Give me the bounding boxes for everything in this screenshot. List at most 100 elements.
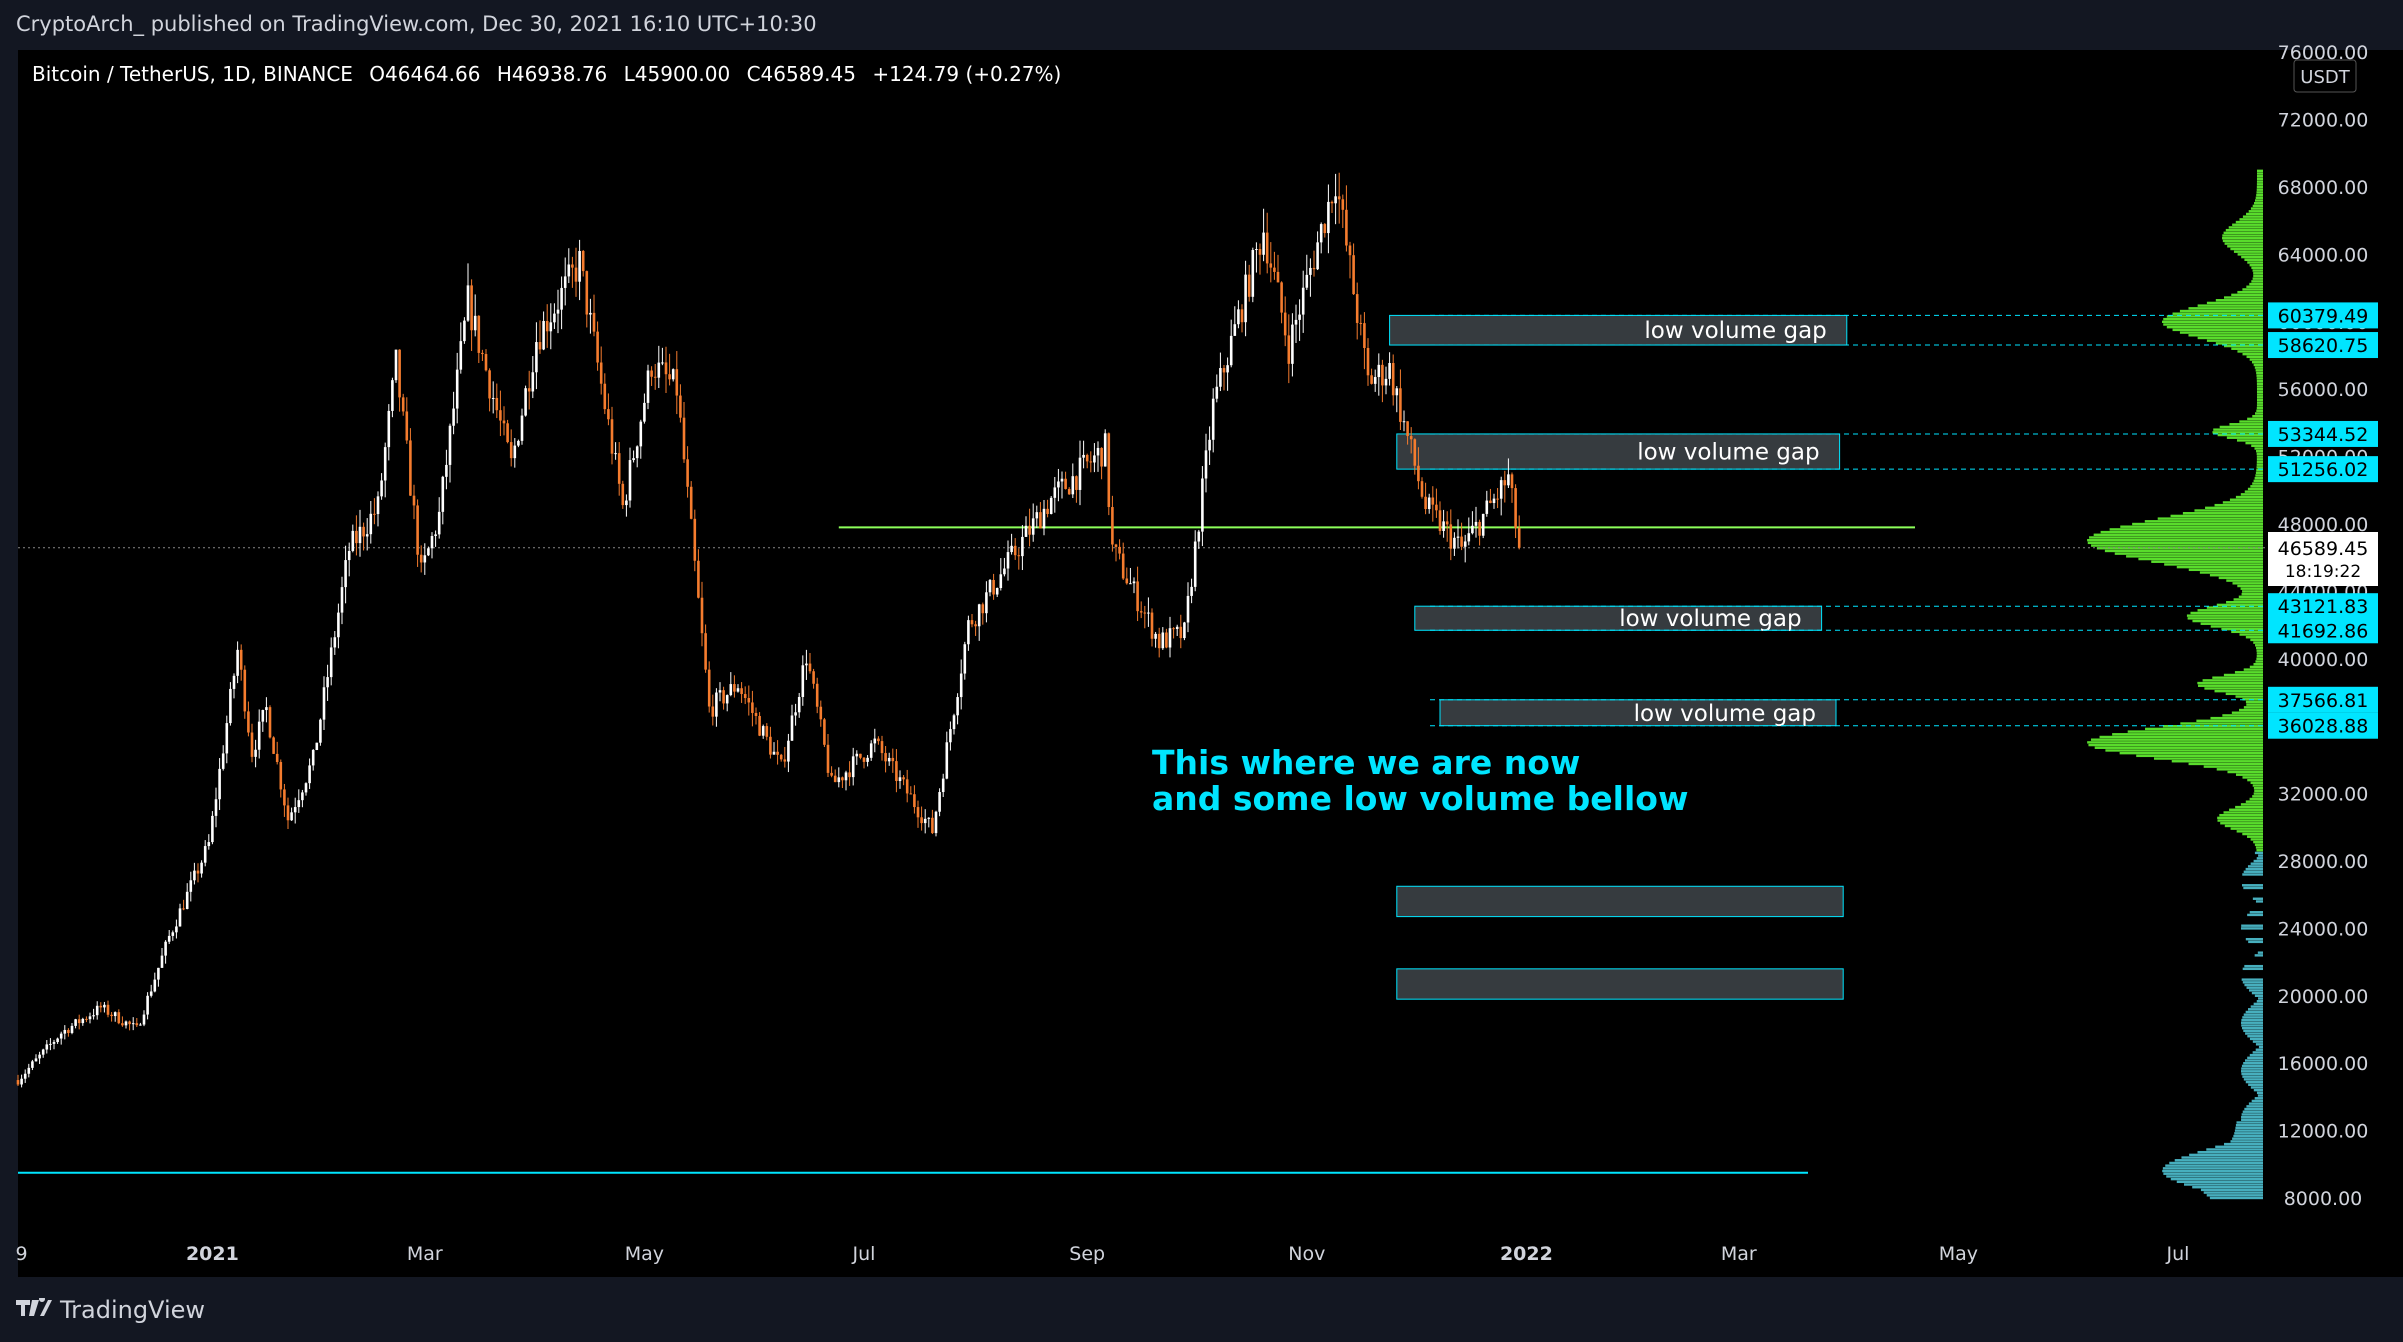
candle-body	[1420, 481, 1424, 497]
candle-body	[351, 530, 355, 551]
candle-body	[74, 1019, 77, 1026]
candle-body	[628, 460, 632, 501]
candle-body	[38, 1054, 41, 1059]
volume-profile-bar	[2256, 654, 2263, 658]
candle-body	[250, 732, 254, 757]
candle-body	[20, 1078, 23, 1085]
volume-profile-bar	[2224, 1142, 2263, 1146]
volume-profile-bar	[2256, 396, 2263, 399]
candle-body	[1229, 335, 1233, 366]
volume-profile-bar	[2255, 644, 2263, 647]
volume-profile-bar	[2138, 557, 2263, 561]
candle-body	[646, 370, 650, 403]
candle-body	[715, 692, 718, 717]
volume-profile-bar	[2163, 323, 2263, 326]
price-marker-badge	[2268, 456, 2378, 483]
candle-body	[117, 1012, 121, 1024]
low-volume-zone[interactable]	[1396, 433, 1841, 470]
volume-profile-bar	[2172, 312, 2263, 315]
candle-body	[1442, 521, 1445, 531]
chart-pane[interactable]	[18, 50, 2265, 1277]
candle-body	[1208, 439, 1211, 451]
footer-bar	[0, 1277, 2403, 1342]
price-axis[interactable]	[2265, 50, 2403, 1277]
volume-profile-bar	[2242, 981, 2263, 984]
volume-profile-bar	[2247, 913, 2263, 917]
candle-body	[560, 287, 563, 310]
x-tick-label: 9	[16, 1243, 28, 1265]
volume-profile-bar	[2241, 924, 2263, 927]
candle-body	[1118, 546, 1121, 554]
volume-profile-bar	[2256, 177, 2263, 181]
volume-profile-bar	[2251, 280, 2263, 283]
volume-profile-bar	[2256, 398, 2263, 402]
volume-profile-bar	[2235, 1124, 2263, 1127]
legend-symbol: Bitcoin / TetherUS, 1D, BINANCE	[32, 62, 353, 86]
candle-body	[1294, 319, 1298, 325]
candle-body	[207, 842, 211, 847]
candle-body	[200, 862, 203, 874]
volume-profile-bar	[2256, 393, 2263, 396]
candle-body	[1334, 196, 1337, 204]
tradingview-brand[interactable]: TradingView	[16, 1296, 205, 1324]
volume-profile-bar	[2215, 342, 2263, 345]
volume-profile-bar	[2250, 838, 2263, 841]
candle-body	[934, 811, 938, 834]
volume-profile-bar	[2242, 1110, 2263, 1113]
volume-profile-bar	[2241, 1118, 2263, 1122]
candle-body	[1517, 527, 1521, 548]
candle-body	[603, 383, 607, 410]
candle-body	[1107, 433, 1111, 508]
candle-body	[142, 1014, 146, 1025]
low-volume-zone[interactable]	[1396, 885, 1844, 918]
candle-body	[610, 419, 614, 454]
volume-profile-bar	[2197, 681, 2263, 685]
volume-profile-bar	[2245, 1080, 2263, 1084]
volume-profile-bar	[2256, 657, 2263, 660]
volume-profile-bar	[2233, 1134, 2263, 1138]
candle-body	[175, 926, 178, 933]
volume-profile-bar	[2190, 611, 2263, 615]
volume-profile-bar	[2256, 188, 2263, 191]
volume-profile-bar	[2233, 250, 2263, 253]
candle-body	[772, 751, 776, 755]
volume-profile-bar	[2249, 665, 2263, 669]
candle-body	[1100, 447, 1103, 467]
candle-body	[988, 579, 992, 593]
candle-body	[736, 688, 740, 692]
candle-body	[182, 908, 185, 910]
candle-body	[1071, 476, 1075, 495]
volume-profile-bar	[2256, 455, 2263, 458]
candle-body	[401, 397, 405, 412]
volume-profile-bar	[2180, 722, 2263, 725]
volume-profile-bar	[2252, 897, 2263, 900]
candle-body	[815, 683, 819, 707]
volume-profile-bar	[2216, 603, 2263, 607]
volume-profile-bar	[2188, 568, 2263, 572]
candle-body	[419, 554, 423, 563]
legend-change: +124.79 (+0.27%)	[872, 62, 1062, 86]
candle-body	[301, 792, 304, 801]
low-volume-zone[interactable]	[1396, 968, 1844, 1000]
candle-body	[758, 715, 761, 736]
low-volume-zone[interactable]	[1414, 605, 1823, 631]
volume-profile-bar	[2256, 857, 2263, 860]
candle-body	[862, 757, 866, 762]
candle-body	[149, 991, 153, 996]
volume-profile-bar	[2256, 468, 2263, 472]
low-volume-zone[interactable]	[1389, 314, 1848, 346]
candle-body	[1330, 201, 1334, 204]
candle-body	[826, 744, 830, 773]
volume-profile-bar	[2250, 638, 2263, 642]
candle-body	[869, 743, 873, 758]
low-volume-zone[interactable]	[1439, 699, 1837, 727]
volume-profile-bar	[2231, 630, 2263, 634]
volume-profile-bar	[2237, 253, 2263, 256]
volume-profile-bar	[2144, 520, 2263, 523]
volume-profile-bar	[2243, 1062, 2263, 1065]
volume-profile-bar	[2257, 951, 2263, 954]
candle-body	[592, 312, 596, 332]
volume-profile-bar	[2229, 808, 2263, 811]
candle-body	[1424, 496, 1427, 510]
